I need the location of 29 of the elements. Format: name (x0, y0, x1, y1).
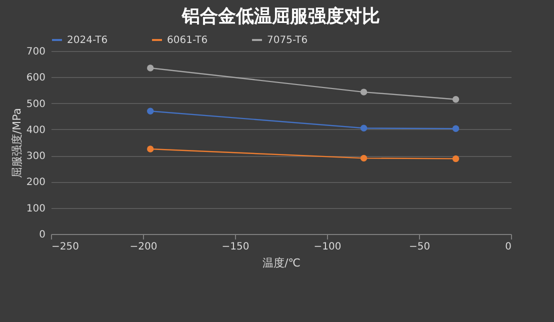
chart-title: 铝合金低温屈服强度对比 (181, 6, 380, 27)
point (147, 146, 154, 152)
point (147, 64, 154, 72)
y-tick-label: 700 (26, 46, 46, 58)
x-tick-label: −50 (408, 242, 430, 252)
legend-label: 2024-T6 (67, 35, 108, 46)
y-tick-label: 500 (26, 98, 46, 110)
point (452, 96, 460, 103)
y-tick-label: 200 (26, 177, 46, 188)
y-tick-label: 600 (26, 72, 46, 84)
y-tick-label: 400 (26, 124, 46, 136)
point (452, 155, 460, 162)
point (360, 124, 368, 132)
y-tick-label: 0 (39, 230, 46, 240)
y-tick-label: 300 (26, 151, 46, 162)
point (452, 125, 460, 132)
x-axis-title: 温度/℃ (262, 256, 301, 270)
y-axis-title: 屈服强度/MPa (10, 108, 24, 178)
point (147, 108, 154, 114)
point (360, 88, 368, 96)
legend-label: 7075-T6 (267, 35, 308, 46)
legend-label: 6061-T6 (167, 35, 208, 46)
x-tick-label: −200 (130, 242, 158, 252)
point (360, 154, 368, 162)
x-tick-label: −100 (314, 242, 342, 252)
x-tick-label: −250 (52, 242, 79, 252)
y-tick-label: 100 (26, 203, 46, 214)
x-tick-label: −150 (222, 242, 250, 252)
x-tick-label: 0 (505, 242, 512, 252)
